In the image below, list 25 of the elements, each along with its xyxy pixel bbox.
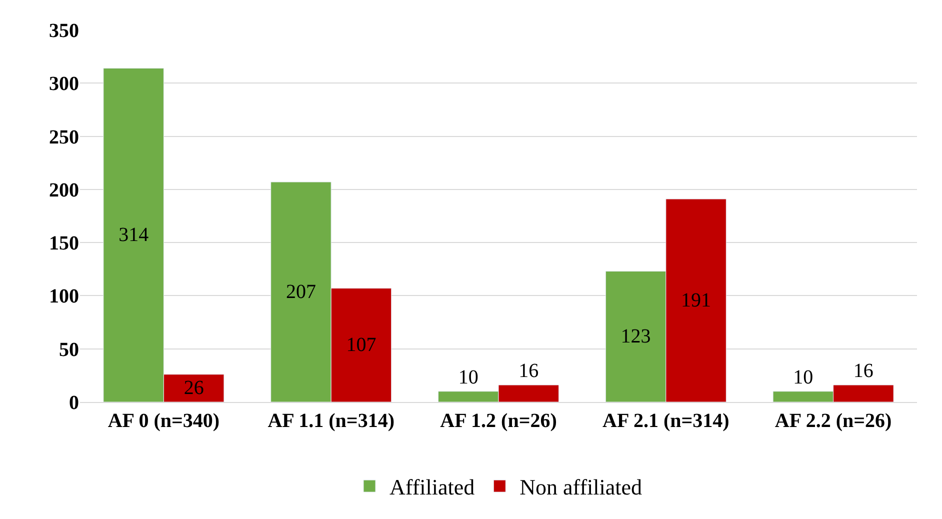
data-label: 16 — [853, 360, 874, 382]
data-label: 16 — [518, 360, 539, 382]
y-tick-label: 100 — [49, 286, 79, 308]
data-label: 26 — [184, 377, 204, 400]
data-label: 10 — [793, 366, 814, 388]
x-tick-label: AF 2.1 (n=314) — [602, 410, 730, 432]
y-tick-label: 250 — [49, 126, 79, 148]
x-tick-label: AF 0 (n=340) — [108, 410, 220, 432]
y-tick-label: 300 — [49, 73, 79, 96]
data-label: 207 — [286, 280, 316, 303]
legend-label: Non affiliated — [520, 474, 642, 500]
data-label: 107 — [346, 334, 376, 356]
data-label: 314 — [118, 224, 149, 246]
x-tick-label: AF 2.2 (n=26) — [774, 410, 892, 432]
legend-label: Affiliated — [390, 474, 475, 500]
x-tick-label: AF 1.2 (n=26) — [440, 410, 557, 432]
y-tick-label: 350 — [49, 20, 79, 42]
y-tick-label: 200 — [49, 179, 79, 202]
y-tick-label: 50 — [59, 338, 79, 361]
data-label: 10 — [458, 366, 478, 388]
data-label: 123 — [620, 326, 651, 348]
data-label: 191 — [681, 289, 712, 312]
x-tick-label: AF 1.1 (n=314) — [268, 410, 394, 432]
y-tick-label: 0 — [69, 392, 79, 414]
y-tick-label: 150 — [49, 232, 79, 255]
